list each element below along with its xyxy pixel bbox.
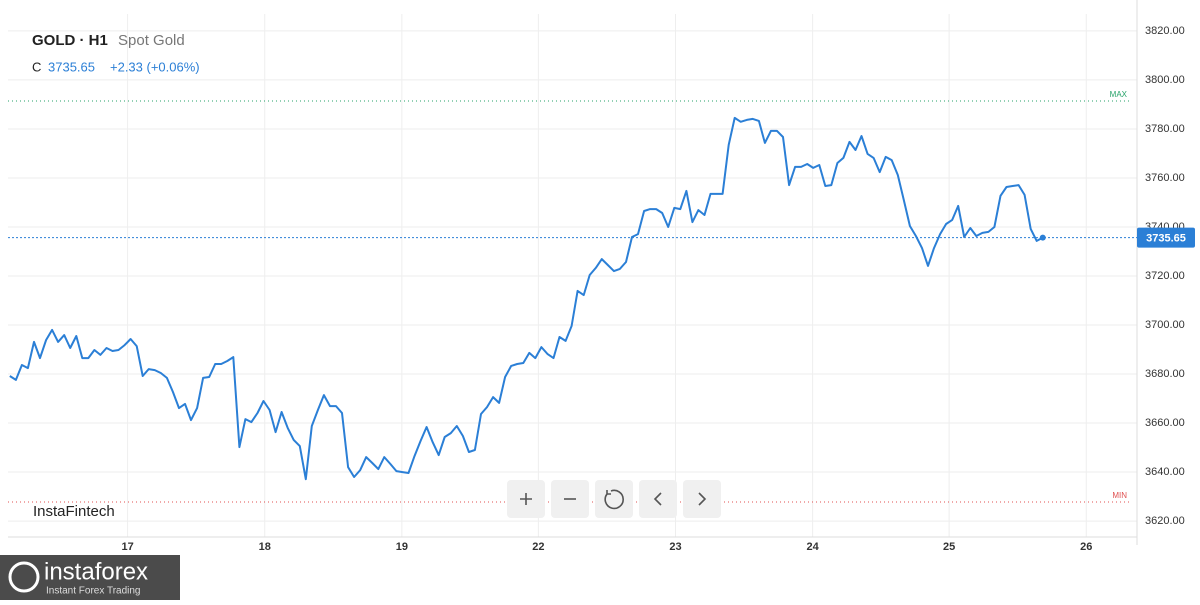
y-tick-label: 3620.00 — [1145, 515, 1185, 527]
x-tick-label: 17 — [121, 541, 133, 553]
change: +2.33 (+0.06%) — [110, 59, 200, 74]
min-line-label: MIN — [1112, 491, 1127, 500]
instrument-name: Spot Gold — [118, 32, 185, 49]
y-tick-label: 3680.00 — [1145, 368, 1185, 380]
close-prefix: C — [32, 59, 41, 74]
logo-box — [0, 555, 180, 600]
x-tick-label: 23 — [669, 541, 681, 553]
scroll-right-button[interactable] — [683, 480, 721, 518]
reset-button[interactable] — [595, 480, 633, 518]
y-tick-label: 3820.00 — [1145, 25, 1185, 37]
x-tick-label: 24 — [806, 541, 819, 553]
scroll-left-icon — [653, 492, 662, 506]
y-tick-label: 3660.00 — [1145, 417, 1185, 429]
x-tick-label: 18 — [259, 541, 271, 553]
max-line-label: MAX — [1110, 90, 1128, 99]
close-value: 3735.65 — [48, 59, 95, 74]
last-price-label: 3735.65 — [1146, 233, 1186, 245]
scroll-right-icon — [698, 492, 707, 506]
x-tick-label: 25 — [943, 541, 955, 553]
y-tick-label: 3760.00 — [1145, 172, 1185, 184]
y-tick-label: 3720.00 — [1145, 270, 1185, 282]
price-line-series — [9, 116, 1044, 481]
scroll-left-button[interactable] — [639, 480, 677, 518]
x-tick-label: 26 — [1080, 541, 1092, 553]
logo-icon — [8, 561, 40, 593]
y-tick-label: 3780.00 — [1145, 123, 1185, 135]
y-tick-label: 3640.00 — [1145, 466, 1185, 478]
toolbar — [507, 480, 721, 518]
x-tick-label: 22 — [532, 541, 544, 553]
x-tick-label: 19 — [396, 541, 408, 553]
logo-tagline: Instant Forex Trading — [46, 586, 141, 597]
logo-name: instaforex — [44, 558, 148, 585]
zoom-in-icon — [520, 493, 532, 505]
y-tick-label: 3700.00 — [1145, 319, 1185, 331]
last-price-box — [1137, 227, 1195, 248]
y-tick-label: 3800.00 — [1145, 74, 1185, 86]
reset-icon — [604, 489, 624, 510]
symbol: GOLD · H1 — [32, 32, 108, 49]
last-point — [1039, 234, 1046, 241]
watermark: InstaFintech — [33, 503, 115, 520]
